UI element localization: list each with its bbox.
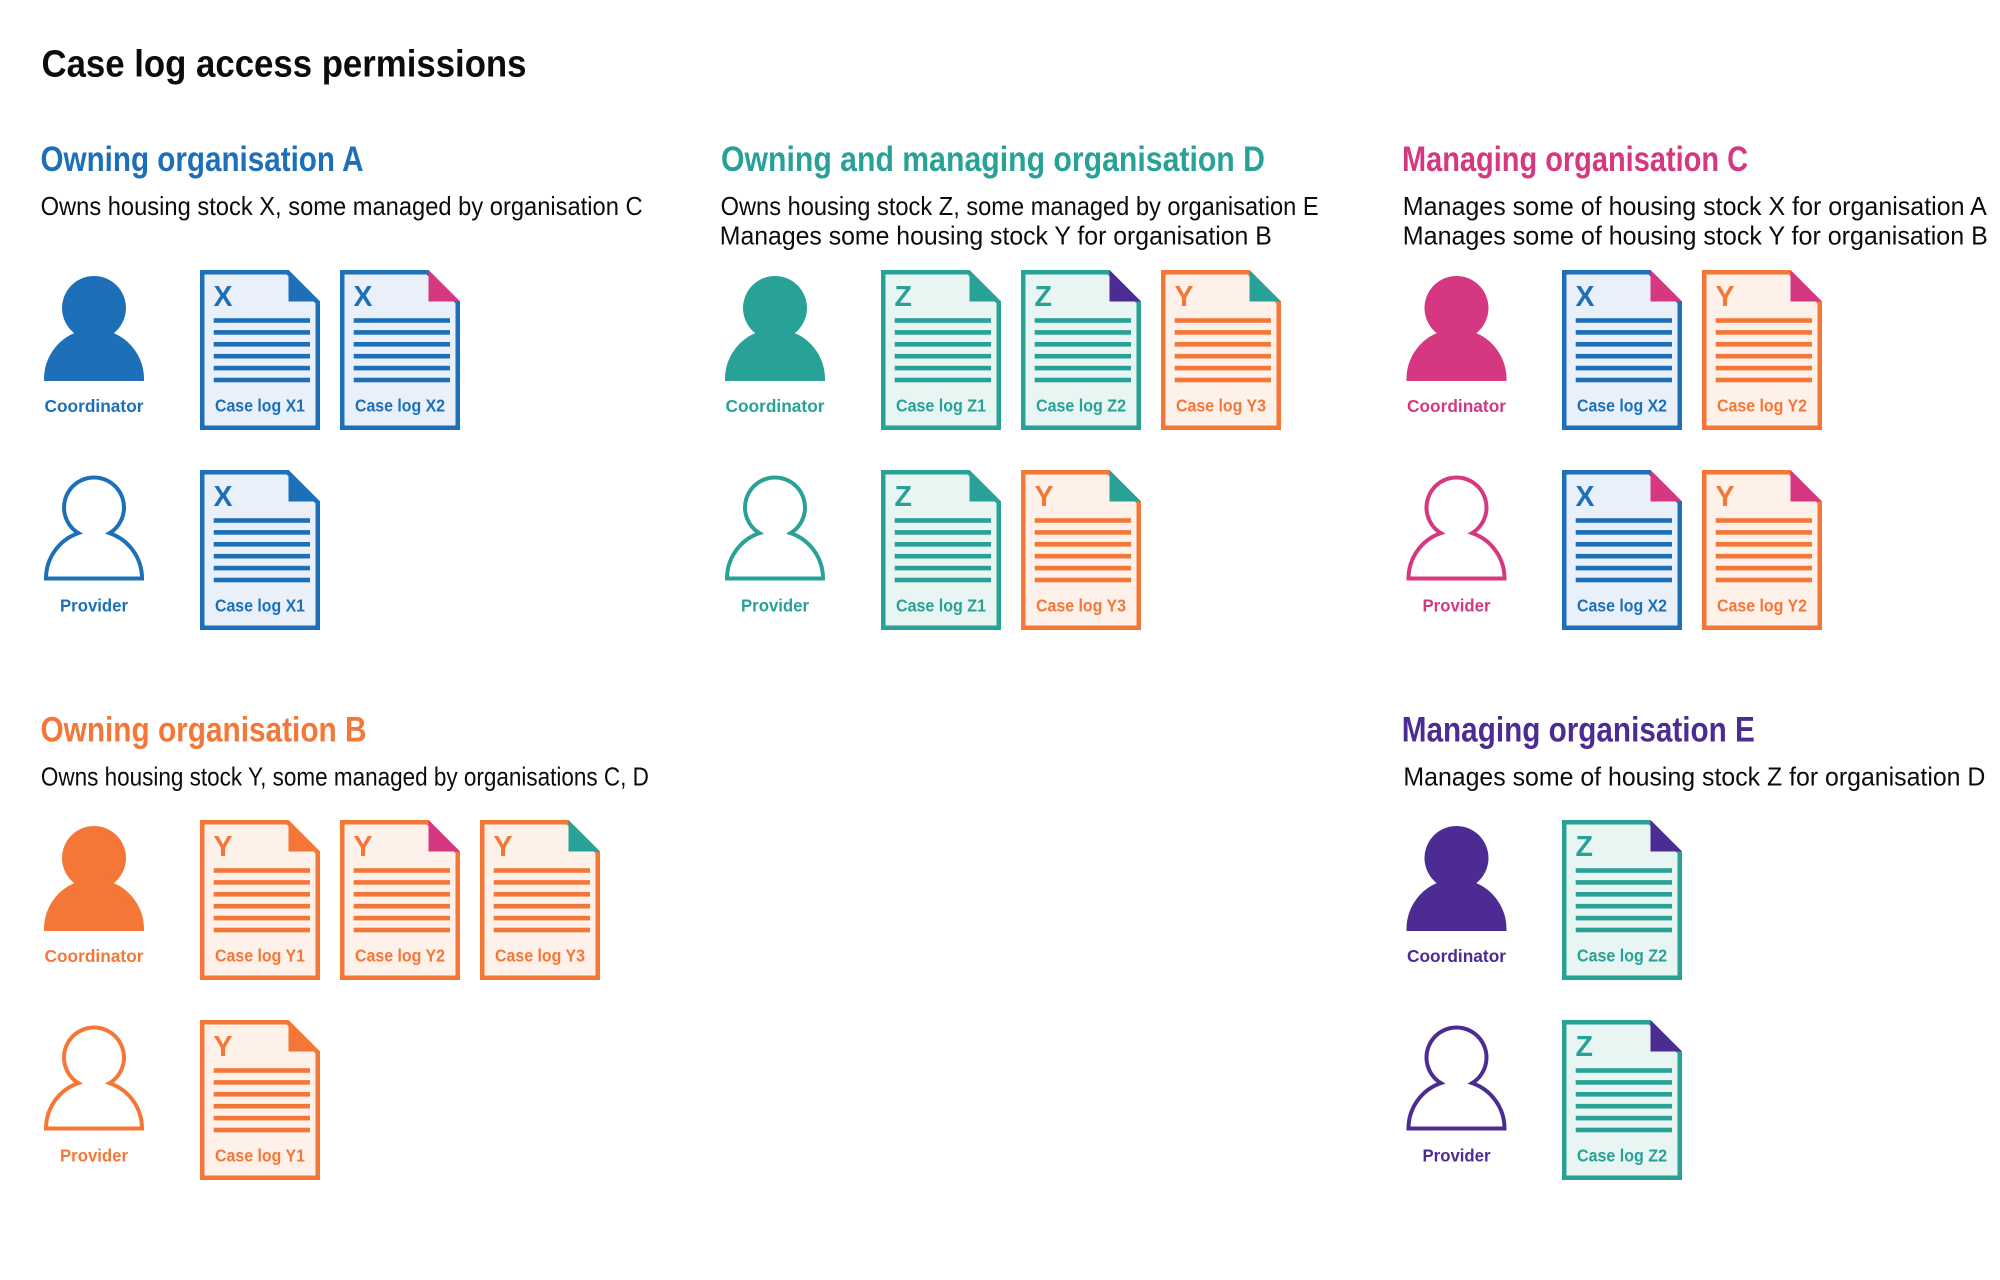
svg-text:Case log Y3: Case log Y3 [1176, 396, 1266, 416]
svg-text:Case log Y2: Case log Y2 [355, 946, 445, 966]
svg-text:Manages some of housing stock: Manages some of housing stock X for orga… [1403, 191, 1988, 221]
svg-text:Case log Y1: Case log Y1 [215, 1146, 305, 1166]
svg-text:X: X [1576, 481, 1595, 513]
svg-text:Case log Y1: Case log Y1 [215, 946, 305, 966]
svg-text:Case log Z2: Case log Z2 [1577, 1146, 1667, 1166]
svg-text:X: X [354, 281, 373, 313]
svg-text:Coordinator: Coordinator [1407, 396, 1506, 416]
svg-text:Y: Y [354, 831, 373, 863]
svg-text:Z: Z [1576, 1031, 1593, 1063]
svg-text:Z: Z [1576, 831, 1593, 863]
svg-text:Z: Z [1035, 281, 1052, 313]
svg-text:Provider: Provider [1423, 596, 1491, 616]
svg-text:Owns housing stock X, some man: Owns housing stock X, some managed by or… [41, 191, 643, 221]
svg-text:Case log Y2: Case log Y2 [1717, 596, 1807, 616]
svg-text:Manages some housing stock Y f: Manages some housing stock Y for organis… [720, 221, 1272, 251]
svg-text:Case log Z2: Case log Z2 [1577, 946, 1667, 966]
svg-text:Case log X2: Case log X2 [355, 396, 445, 416]
svg-text:Case log X2: Case log X2 [1577, 596, 1667, 616]
svg-text:X: X [214, 281, 233, 313]
svg-text:Coordinator: Coordinator [726, 396, 825, 416]
svg-text:Y: Y [1716, 481, 1735, 513]
svg-text:Owning and managing organisati: Owning and managing organisation D [721, 140, 1265, 179]
svg-text:Y: Y [1175, 281, 1194, 313]
svg-text:Y: Y [214, 831, 233, 863]
svg-text:Coordinator: Coordinator [1407, 946, 1506, 966]
svg-text:Owning organisation A: Owning organisation A [41, 140, 364, 179]
svg-text:Y: Y [1716, 281, 1735, 313]
svg-text:Provider: Provider [741, 596, 809, 616]
svg-text:Case log X1: Case log X1 [215, 596, 305, 616]
svg-text:Y: Y [494, 831, 513, 863]
svg-text:Case log Z2: Case log Z2 [1036, 396, 1126, 416]
svg-text:X: X [214, 481, 233, 513]
svg-text:Manages some of housing stock: Manages some of housing stock Y for orga… [1403, 221, 1988, 251]
svg-text:Provider: Provider [60, 596, 128, 616]
svg-text:Owns housing stock Y, some man: Owns housing stock Y, some managed by or… [41, 762, 649, 792]
svg-text:Case log Y3: Case log Y3 [1036, 596, 1126, 616]
svg-text:Y: Y [214, 1031, 233, 1063]
svg-text:Managing organisation E: Managing organisation E [1402, 710, 1755, 749]
svg-text:Y: Y [1035, 481, 1054, 513]
svg-text:Owning organisation B: Owning organisation B [41, 710, 367, 749]
svg-text:Case log X2: Case log X2 [1577, 396, 1667, 416]
svg-text:Coordinator: Coordinator [45, 396, 144, 416]
svg-text:Coordinator: Coordinator [45, 946, 144, 966]
svg-text:Owns housing stock Z, some man: Owns housing stock Z, some managed by or… [721, 191, 1319, 221]
svg-text:Provider: Provider [1423, 1146, 1491, 1166]
svg-text:Case log Y2: Case log Y2 [1717, 396, 1807, 416]
svg-text:Case log Z1: Case log Z1 [896, 396, 986, 416]
svg-text:Managing organisation C: Managing organisation C [1402, 140, 1748, 179]
svg-text:Case log X1: Case log X1 [215, 396, 305, 416]
svg-text:Case log access permissions: Case log access permissions [42, 44, 527, 86]
svg-text:X: X [1576, 281, 1595, 313]
svg-text:Case log Y3: Case log Y3 [495, 946, 585, 966]
svg-text:Z: Z [895, 481, 912, 513]
svg-text:Manages some of housing stock: Manages some of housing stock Z for orga… [1403, 762, 1985, 792]
svg-text:Provider: Provider [60, 1146, 128, 1166]
svg-text:Z: Z [895, 281, 912, 313]
svg-text:Case log Z1: Case log Z1 [896, 596, 986, 616]
